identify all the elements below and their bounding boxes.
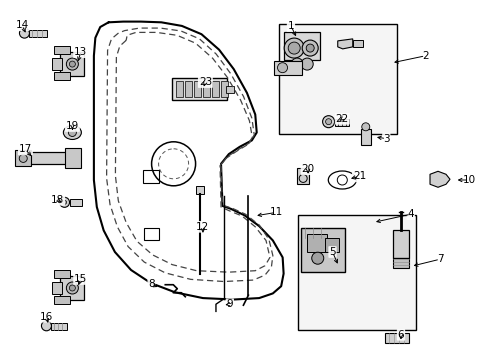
Bar <box>194 81 201 97</box>
Circle shape <box>62 200 66 204</box>
Bar <box>142 170 158 183</box>
Bar <box>273 61 301 75</box>
Text: 13: 13 <box>74 47 87 57</box>
Circle shape <box>325 119 331 125</box>
Text: 16: 16 <box>40 312 53 322</box>
Ellipse shape <box>63 126 81 139</box>
Text: 20: 20 <box>301 164 314 174</box>
Bar <box>278 24 396 135</box>
Bar <box>29 152 67 165</box>
Circle shape <box>41 321 51 331</box>
Circle shape <box>66 58 78 70</box>
Circle shape <box>305 44 314 52</box>
Text: 4: 4 <box>407 209 413 219</box>
Text: 1: 1 <box>287 21 294 31</box>
Bar <box>203 81 209 97</box>
Bar <box>298 215 415 330</box>
Bar <box>15 150 31 166</box>
Bar <box>212 81 219 97</box>
Text: 15: 15 <box>74 274 87 284</box>
Bar <box>54 296 70 304</box>
Text: 8: 8 <box>148 279 155 289</box>
Circle shape <box>301 58 312 70</box>
Bar <box>176 81 183 97</box>
Circle shape <box>68 129 76 136</box>
Bar <box>306 234 326 252</box>
Circle shape <box>19 154 27 162</box>
Bar <box>196 186 204 194</box>
Text: 9: 9 <box>226 299 233 309</box>
Bar <box>334 119 348 126</box>
Bar <box>65 148 81 168</box>
Circle shape <box>20 28 29 38</box>
Text: 2: 2 <box>421 51 428 61</box>
Bar <box>300 228 344 272</box>
Circle shape <box>311 252 323 264</box>
Bar <box>54 270 70 278</box>
Circle shape <box>69 61 75 67</box>
Bar <box>54 46 70 54</box>
Bar <box>54 72 70 80</box>
Text: 6: 6 <box>397 330 404 340</box>
Circle shape <box>302 40 318 56</box>
Circle shape <box>60 197 69 207</box>
Bar <box>69 199 81 206</box>
Text: 5: 5 <box>328 247 335 257</box>
Circle shape <box>322 116 334 128</box>
Text: 18: 18 <box>51 195 64 205</box>
Bar <box>392 230 408 258</box>
Bar <box>184 81 192 97</box>
Text: 3: 3 <box>382 134 389 144</box>
Bar <box>225 86 234 93</box>
Bar <box>297 168 308 184</box>
Bar <box>51 323 67 330</box>
Bar <box>284 32 320 60</box>
Bar <box>384 333 408 343</box>
Circle shape <box>69 285 75 291</box>
Circle shape <box>291 58 303 70</box>
Bar <box>60 52 84 76</box>
Bar <box>172 78 226 100</box>
Circle shape <box>277 63 287 73</box>
Text: 17: 17 <box>19 144 32 154</box>
Text: 19: 19 <box>65 121 79 131</box>
Text: 21: 21 <box>352 171 366 181</box>
Text: 11: 11 <box>269 207 283 217</box>
Polygon shape <box>429 171 449 187</box>
Bar <box>143 228 158 240</box>
Bar <box>352 40 362 47</box>
Circle shape <box>361 123 369 131</box>
Bar <box>324 238 338 252</box>
Text: 10: 10 <box>462 175 475 185</box>
Text: 22: 22 <box>335 114 348 124</box>
Text: 23: 23 <box>198 77 212 87</box>
Bar <box>221 81 227 97</box>
Bar <box>29 30 47 37</box>
Circle shape <box>287 42 300 54</box>
Bar <box>360 129 370 145</box>
Bar <box>60 276 84 300</box>
Bar <box>52 282 62 294</box>
Circle shape <box>66 282 78 294</box>
Bar <box>392 258 408 268</box>
Bar <box>52 58 62 70</box>
Text: 14: 14 <box>15 20 29 30</box>
Polygon shape <box>337 39 352 49</box>
Text: 12: 12 <box>196 222 209 232</box>
Circle shape <box>284 38 304 58</box>
Text: 7: 7 <box>436 254 443 264</box>
